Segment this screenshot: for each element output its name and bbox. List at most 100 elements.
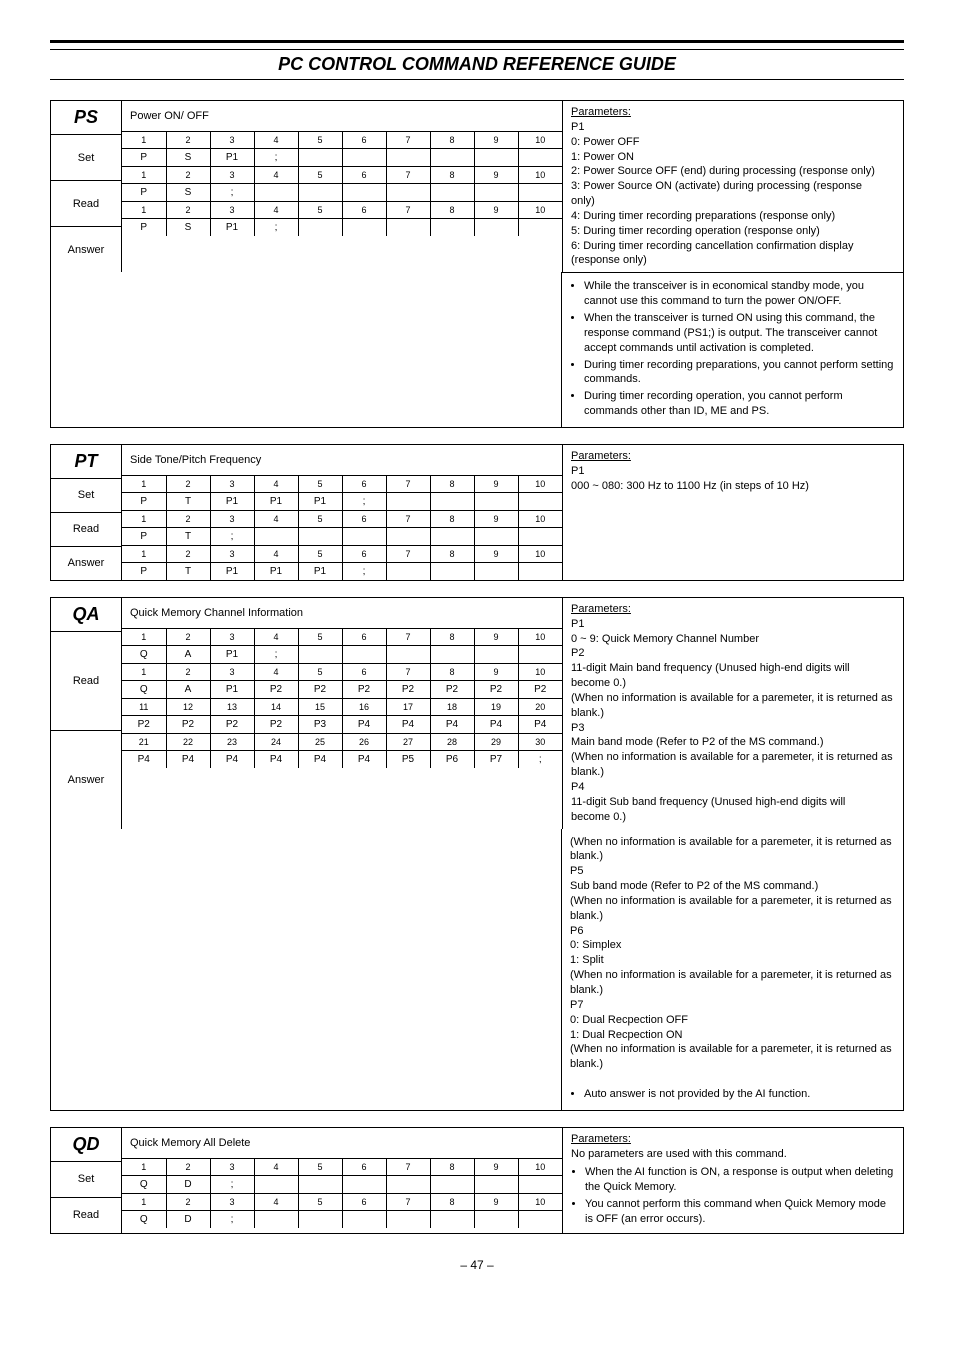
grid-cell: P1 [254, 562, 298, 580]
params-qd: Parameters: No parameters are used with … [563, 1128, 903, 1233]
p: 11-digit Main band frequency (Unused hig… [571, 662, 850, 674]
params-head: Parameters: [571, 1133, 631, 1145]
grid-cell: 4 [254, 663, 298, 680]
p: 000 ~ 080: 300 Hz to 1100 Hz (in steps o… [571, 480, 809, 492]
grid-cell: 3 [210, 132, 254, 149]
label-read: Read [51, 513, 121, 547]
grid-cell: P2 [254, 715, 298, 733]
grid-cell: P2 [298, 680, 342, 698]
grid-cell: 9 [474, 167, 518, 184]
grid-cell: P4 [518, 715, 562, 733]
grid-cell: 2 [166, 132, 210, 149]
grid-cell: ; [254, 149, 298, 167]
params-head: Parameters: [571, 450, 631, 462]
grid-cell: 8 [430, 476, 474, 493]
grid-cell: P4 [342, 715, 386, 733]
grid-cell [474, 184, 518, 202]
grid-cell: P4 [298, 750, 342, 768]
grid-cell: 7 [386, 1159, 430, 1176]
grid-cell [518, 1210, 562, 1228]
p: Sub band mode (Refer to P2 of the MS com… [570, 880, 818, 892]
grid-cell: ; [342, 492, 386, 510]
grid-cell: 26 [342, 733, 386, 750]
grid-cell: S [166, 219, 210, 237]
p: 1: Dual Recpection ON [570, 1029, 683, 1041]
grid-cell: 7 [386, 167, 430, 184]
grid-cell: 4 [254, 545, 298, 562]
grid-cell: 4 [254, 510, 298, 527]
grid-cell: 10 [518, 476, 562, 493]
grid-cell: 9 [474, 629, 518, 646]
p: (When no information is available for a … [570, 836, 892, 863]
grid-cell [386, 492, 430, 510]
grid-cell: 25 [298, 733, 342, 750]
p: become 0.) [571, 677, 626, 689]
grid-cell [518, 562, 562, 580]
grid-cell [518, 492, 562, 510]
grid-cell: ; [210, 184, 254, 202]
label-answer: Answer [51, 227, 121, 272]
grid-cell: 10 [518, 167, 562, 184]
grid-cell: P1 [210, 492, 254, 510]
grid-cell: P1 [210, 149, 254, 167]
page-title: PC CONTROL COMMAND REFERENCE GUIDE [50, 54, 904, 75]
label-read: Read [51, 632, 121, 731]
grid-qd-set: 12345678910QD; [122, 1159, 562, 1193]
grid-cell: P [122, 219, 166, 237]
grid-cell [430, 149, 474, 167]
grid-cell [298, 527, 342, 545]
params-head: Parameters: [571, 106, 631, 118]
grid-cell [430, 1175, 474, 1193]
notes-spacer [51, 829, 562, 1110]
grid-cell [430, 492, 474, 510]
grid-cell: 3 [210, 167, 254, 184]
p: 0: Simplex [570, 939, 621, 951]
grid-cell: 4 [254, 629, 298, 646]
p1-label: P1 [571, 121, 584, 133]
grid-cell: D [166, 1210, 210, 1228]
grid-cell: ; [518, 750, 562, 768]
p: become 0.) [571, 811, 626, 823]
grid-cell: S [166, 149, 210, 167]
grid-cell [474, 645, 518, 663]
grid-cell [474, 527, 518, 545]
label: P7 [570, 999, 583, 1011]
p: 0 ~ 9: Quick Memory Channel Number [571, 633, 759, 645]
grid-cell: ; [254, 645, 298, 663]
grid-cell [430, 562, 474, 580]
grid-cell [518, 645, 562, 663]
grid-cell: 18 [430, 698, 474, 715]
grid-cell: 2 [166, 545, 210, 562]
grid-cell: T [166, 562, 210, 580]
grid-cell: P2 [342, 680, 386, 698]
grid-cell: P6 [430, 750, 474, 768]
grid-cell: 5 [298, 1159, 342, 1176]
grid-cell: T [166, 527, 210, 545]
grid-cell: 9 [474, 545, 518, 562]
grid-cell: 3 [210, 663, 254, 680]
grid-cell: 4 [254, 202, 298, 219]
grid-cell: 4 [254, 167, 298, 184]
grid-cell: 7 [386, 1193, 430, 1210]
grid-cell: 8 [430, 545, 474, 562]
grid-cell: 5 [298, 1193, 342, 1210]
grid-cell: 1 [122, 167, 166, 184]
grid-cell: 10 [518, 132, 562, 149]
grid-cell: 5 [298, 167, 342, 184]
grid-cell: 6 [342, 1193, 386, 1210]
grid-cell: 2 [166, 1159, 210, 1176]
grid-cell: 20 [518, 698, 562, 715]
grid-cell: 6 [342, 629, 386, 646]
grid-cell [430, 1210, 474, 1228]
p: Main band mode (Refer to P2 of the MS co… [571, 736, 824, 748]
grid-cell: P2 [518, 680, 562, 698]
grid-cell: A [166, 645, 210, 663]
grid-cell: Q [122, 1175, 166, 1193]
grid-cell [474, 492, 518, 510]
grid-cell: ; [210, 1210, 254, 1228]
grid-cell: 2 [166, 476, 210, 493]
grid-cell [430, 527, 474, 545]
grid-cell: 16 [342, 698, 386, 715]
grid-cell: 7 [386, 629, 430, 646]
grid-cell: P1 [210, 645, 254, 663]
